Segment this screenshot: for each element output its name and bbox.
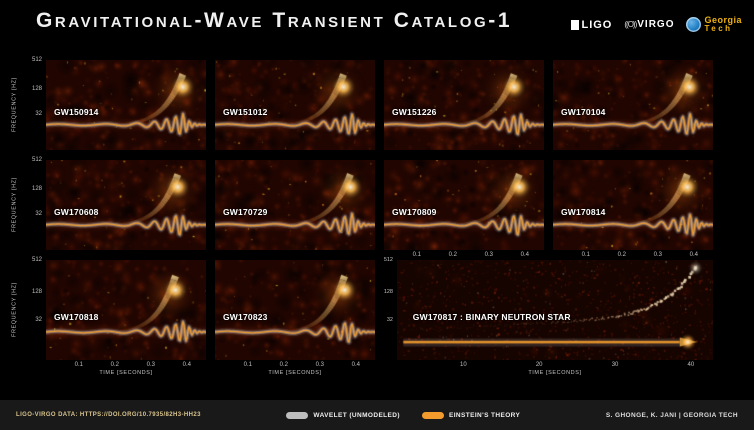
time-axis-label: TIME [SECONDS] [99, 370, 153, 376]
spectrogram-panel-GW170818: GW170818 [46, 260, 206, 360]
time-tick: 0.1 [581, 252, 590, 258]
spectrogram-GW170818 [46, 260, 206, 360]
data-credit: LIGO-VIRGO DATA: HTTPS://DOI.ORG/10.7935… [16, 412, 201, 418]
spectrogram-panel-GW170814: GW170814 [553, 160, 713, 250]
spectrogram-panel-GW150914: GW150914 [46, 60, 206, 150]
spectrogram-panel-GW170104: GW170104 [553, 60, 713, 150]
event-label: GW151226 [392, 106, 437, 117]
georgia-tech-globe-icon [686, 17, 702, 33]
event-label: GW170823 [223, 312, 268, 322]
ligo-logo: LIGO [571, 19, 612, 31]
spectrogram-GW151226 [384, 60, 544, 150]
spectrogram-GW170823 [215, 260, 375, 360]
time-tick: 0.4 [689, 252, 698, 258]
time-tick: 0.3 [653, 252, 662, 258]
time-tick: 0.4 [182, 362, 191, 368]
freq-tick-wide: 128 [383, 289, 393, 295]
spectrogram-GW151012 [215, 60, 375, 150]
spectrogram-GW170608 [46, 160, 206, 250]
spectrogram-GW170809 [384, 160, 544, 250]
frequency-axis-label: FREQUENCY [HZ] [11, 177, 18, 233]
event-label: GW151012 [223, 106, 268, 117]
spectrogram-GW150914 [46, 60, 206, 150]
freq-tick: 512 [31, 257, 42, 263]
time-tick: 40 [687, 362, 695, 368]
spectrogram-GW170814 [553, 160, 713, 250]
time-tick: 0.2 [617, 252, 626, 258]
ligo-label: LIGO [581, 18, 613, 31]
spectrogram-GW170104 [553, 60, 713, 150]
spectrogram-panel-GW170809: GW170809 [384, 160, 544, 250]
time-tick: 30 [611, 362, 619, 368]
georgia-tech-line1: Georgia [704, 15, 742, 25]
time-tick: 0.3 [484, 252, 493, 258]
time-tick: 0.4 [351, 362, 360, 368]
ligo-icon [571, 19, 580, 30]
spectrogram-panel-GW170817: GW170817 : BINARY NEUTRON STAR [397, 260, 713, 360]
time-tick: 0.1 [74, 362, 83, 368]
frequency-axis-label: FREQUENCY [HZ] [11, 282, 18, 338]
virgo-icon: ((O)) [624, 20, 637, 30]
freq-tick-wide: 512 [383, 257, 393, 263]
time-tick: 10 [460, 362, 467, 368]
freq-tick: 128 [31, 289, 42, 295]
time-tick: 0.2 [279, 362, 288, 368]
page-title: Gravitational-Wave Transient Catalog-1 [36, 9, 513, 32]
time-tick: 0.3 [315, 362, 324, 368]
frequency-axis-label: FREQUENCY [HZ] [11, 77, 18, 133]
time-tick: 0.2 [448, 252, 457, 258]
freq-tick: 32 [35, 111, 42, 117]
spectrogram-panel-GW151226: GW151226 [384, 60, 544, 150]
wavelet-swatch-icon [286, 411, 309, 419]
virgo-logo: ((O)) VIRGO [624, 19, 674, 30]
freq-tick: 128 [31, 85, 42, 92]
georgia-tech-wordmark: Georgia Tech [704, 15, 742, 34]
einstein-swatch-icon [421, 411, 444, 419]
freq-tick: 512 [31, 57, 42, 63]
legend-label-wavelet: WAVELET (UNMODELED) [313, 411, 400, 419]
time-axis-label: TIME [SECONDS] [528, 370, 582, 376]
time-tick: 0.1 [243, 362, 252, 368]
event-label: GW150914 [54, 106, 99, 117]
event-label: GW170814 [561, 206, 606, 217]
time-tick: 0.1 [412, 252, 421, 258]
time-tick: 0.4 [520, 252, 529, 258]
event-label: GW170817 : BINARY NEUTRON STAR [412, 312, 571, 322]
spectrogram-panel-GW170823: GW170823 [215, 260, 375, 360]
time-tick: 0.3 [146, 362, 155, 368]
spectrogram-GW170729 [215, 160, 375, 250]
event-label: GW170729 [223, 206, 268, 217]
event-label: GW170809 [392, 206, 437, 217]
freq-tick-wide: 32 [386, 317, 393, 323]
spectrogram-GW170817 [397, 260, 713, 360]
spectrogram-panel-GW151012: GW151012 [215, 60, 375, 150]
spectrogram-panel-GW170729: GW170729 [215, 160, 375, 250]
event-label: GW170818 [54, 312, 99, 322]
freq-tick: 128 [31, 185, 42, 192]
legend: WAVELET (UNMODELED) EINSTEIN'S THEORY [286, 411, 521, 419]
time-tick: 0.2 [110, 362, 119, 368]
freq-tick: 32 [35, 317, 42, 323]
event-label: GW170104 [561, 106, 606, 117]
georgia-tech-line2: Tech [704, 24, 733, 34]
logo-row: LIGO ((O)) VIRGO Georgia Tech [571, 15, 742, 34]
time-axis-label: TIME [SECONDS] [268, 370, 322, 376]
legend-item-einstein: EINSTEIN'S THEORY [421, 411, 521, 419]
legend-label-einstein: EINSTEIN'S THEORY [448, 411, 521, 419]
footer-bar: LIGO-VIRGO DATA: HTTPS://DOI.ORG/10.7935… [0, 400, 754, 430]
author-credit: S. GHONGE, K. JANI | GEORGIA TECH [605, 411, 738, 419]
freq-tick: 512 [31, 157, 42, 163]
legend-item-wavelet: WAVELET (UNMODELED) [286, 411, 400, 419]
time-tick: 20 [535, 362, 543, 368]
freq-tick: 32 [35, 211, 42, 217]
event-label: GW170608 [54, 206, 99, 217]
spectrogram-panel-GW170608: GW170608 [46, 160, 206, 250]
georgia-tech-logo: Georgia Tech [686, 15, 742, 34]
virgo-label: VIRGO [637, 19, 675, 31]
